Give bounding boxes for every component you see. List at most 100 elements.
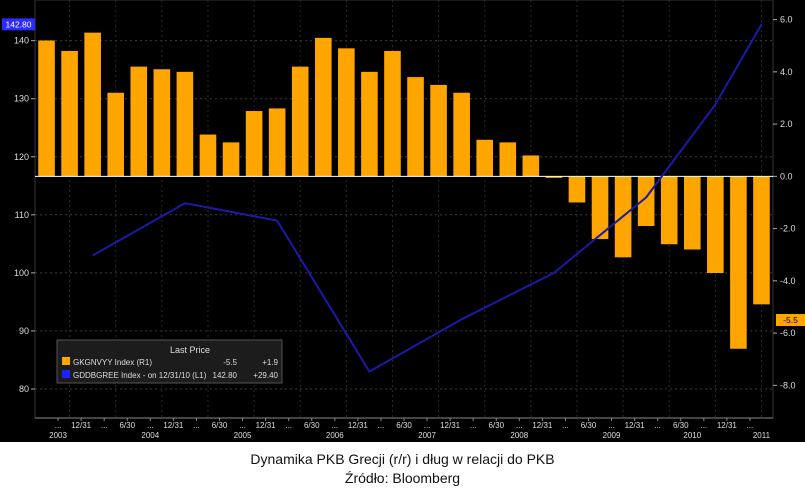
bar bbox=[683, 176, 701, 250]
bar bbox=[130, 66, 148, 177]
bar bbox=[591, 176, 609, 240]
x-tick-label: ... bbox=[470, 421, 477, 430]
year-label: 2011 bbox=[753, 431, 771, 440]
x-tick-label: ... bbox=[378, 421, 385, 430]
bar bbox=[291, 66, 309, 177]
left-tick-label: 90 bbox=[19, 326, 29, 336]
legend-box bbox=[56, 339, 283, 384]
x-tick-label: ... bbox=[747, 421, 754, 430]
x-tick-label: 6/30 bbox=[119, 421, 135, 430]
x-tick-label: ... bbox=[562, 421, 569, 430]
left-tick-label: 80 bbox=[19, 384, 29, 394]
legend: Last Price GKGNVYY Index (R1) -5.5 +1.9 … bbox=[56, 339, 283, 384]
legend-line-last: 142.80 bbox=[213, 371, 238, 380]
bar bbox=[499, 142, 517, 177]
year-label: 2004 bbox=[141, 431, 159, 440]
chart: 80 90 100 110 120 130 140 142.80 6.0 4.0 2.0 0.0 -2… bbox=[0, 0, 805, 442]
legend-bar-last: -5.5 bbox=[223, 358, 237, 367]
x-axis: ... 12/31... 6/30... 12/31... 6/30... 12/31..… bbox=[35, 417, 773, 440]
x-tick-label: 6/30 bbox=[304, 421, 320, 430]
right-tick-label: -6.0 bbox=[780, 328, 796, 338]
bar bbox=[84, 32, 101, 177]
right-tick-label: 4.0 bbox=[780, 67, 793, 77]
right-tick-label: -4.0 bbox=[780, 276, 796, 286]
x-tick-label: ... bbox=[239, 421, 246, 430]
x-tick-label: 6/30 bbox=[673, 421, 689, 430]
x-tick-label: 12/31 bbox=[71, 421, 92, 430]
right-tick-label: -2.0 bbox=[780, 224, 796, 234]
right-last-value-badge bbox=[776, 314, 805, 327]
x-tick-label: ... bbox=[101, 421, 108, 430]
bar bbox=[476, 139, 494, 177]
year-label: 2009 bbox=[603, 431, 621, 440]
bar bbox=[568, 176, 586, 203]
left-tick-label: 110 bbox=[15, 210, 29, 220]
x-tick-label: 12/31 bbox=[348, 421, 369, 430]
year-label: 2007 bbox=[418, 431, 436, 440]
right-last-value: -5.5 bbox=[783, 315, 798, 325]
x-tick-label: ... bbox=[654, 421, 661, 430]
x-tick-label: ... bbox=[285, 421, 292, 430]
left-last-value: 142.80 bbox=[6, 19, 32, 29]
bar bbox=[384, 50, 401, 177]
legend-line-change: +29.40 bbox=[253, 371, 278, 380]
line-series bbox=[92, 23, 763, 373]
year-label: 2005 bbox=[234, 431, 252, 440]
x-tick-label: 12/31 bbox=[440, 421, 461, 430]
x-tick-label: 12/31 bbox=[532, 421, 553, 430]
caption-title: Dynamika PKB Grecji (r/r) i dług w relac… bbox=[250, 451, 555, 467]
x-tick-label: ... bbox=[55, 421, 62, 430]
x-tick-label: 6/30 bbox=[396, 421, 412, 430]
bar bbox=[176, 71, 194, 177]
legend-swatch-line bbox=[62, 370, 70, 378]
x-tick-label: ... bbox=[147, 421, 154, 430]
right-tick-label: 2.0 bbox=[780, 119, 793, 129]
bar bbox=[730, 176, 747, 349]
year-label: 2010 bbox=[683, 431, 701, 440]
left-last-value-badge bbox=[2, 18, 35, 31]
bar bbox=[107, 92, 125, 177]
bar bbox=[361, 71, 378, 177]
x-tick-label: ... bbox=[331, 421, 338, 430]
legend-line-name: GDDBGREE Index - on 12/31/10 (L1) bbox=[73, 371, 207, 380]
bar bbox=[222, 142, 240, 177]
left-tick-label: 100 bbox=[14, 268, 29, 278]
bar bbox=[61, 50, 78, 177]
bar bbox=[430, 84, 447, 177]
chart-svg: 80 90 100 110 120 130 140 142.80 6.0 4.0 2.0 0.0 -2… bbox=[0, 0, 805, 442]
bar bbox=[338, 48, 355, 177]
right-tick-label: 6.0 bbox=[780, 15, 793, 25]
legend-bar-change: +1.9 bbox=[262, 358, 278, 367]
left-tick-label: 140 bbox=[14, 36, 29, 46]
bar bbox=[268, 108, 286, 177]
left-tick-label: 130 bbox=[14, 94, 29, 104]
legend-header: Last Price bbox=[170, 345, 210, 355]
year-label: 2003 bbox=[49, 431, 67, 440]
bar bbox=[153, 69, 171, 177]
x-tick-label: ... bbox=[516, 421, 523, 430]
x-tick-label: 12/31 bbox=[163, 421, 184, 430]
bar bbox=[314, 37, 332, 177]
bar bbox=[199, 134, 217, 177]
bar bbox=[660, 176, 678, 245]
series-line bbox=[92, 23, 763, 373]
x-tick-label: ... bbox=[700, 421, 707, 430]
bar bbox=[407, 77, 424, 177]
x-tick-label: 6/30 bbox=[488, 421, 504, 430]
x-tick-label: 6/30 bbox=[581, 421, 597, 430]
year-label: 2006 bbox=[326, 431, 344, 440]
bar bbox=[637, 176, 655, 226]
bar bbox=[38, 40, 55, 177]
right-tick-label: -8.0 bbox=[780, 380, 796, 390]
x-tick-label: 12/31 bbox=[717, 421, 738, 430]
left-axis: 80 90 100 110 120 130 140 142.80 bbox=[2, 18, 35, 394]
bar bbox=[245, 111, 263, 177]
bar bbox=[707, 176, 724, 274]
x-tick-label: ... bbox=[424, 421, 431, 430]
legend-swatch-bar bbox=[62, 357, 70, 365]
left-tick-label: 120 bbox=[14, 152, 29, 162]
bar bbox=[453, 92, 470, 177]
x-tick-label: ... bbox=[193, 421, 200, 430]
bar bbox=[522, 155, 540, 177]
bar bbox=[753, 176, 770, 305]
